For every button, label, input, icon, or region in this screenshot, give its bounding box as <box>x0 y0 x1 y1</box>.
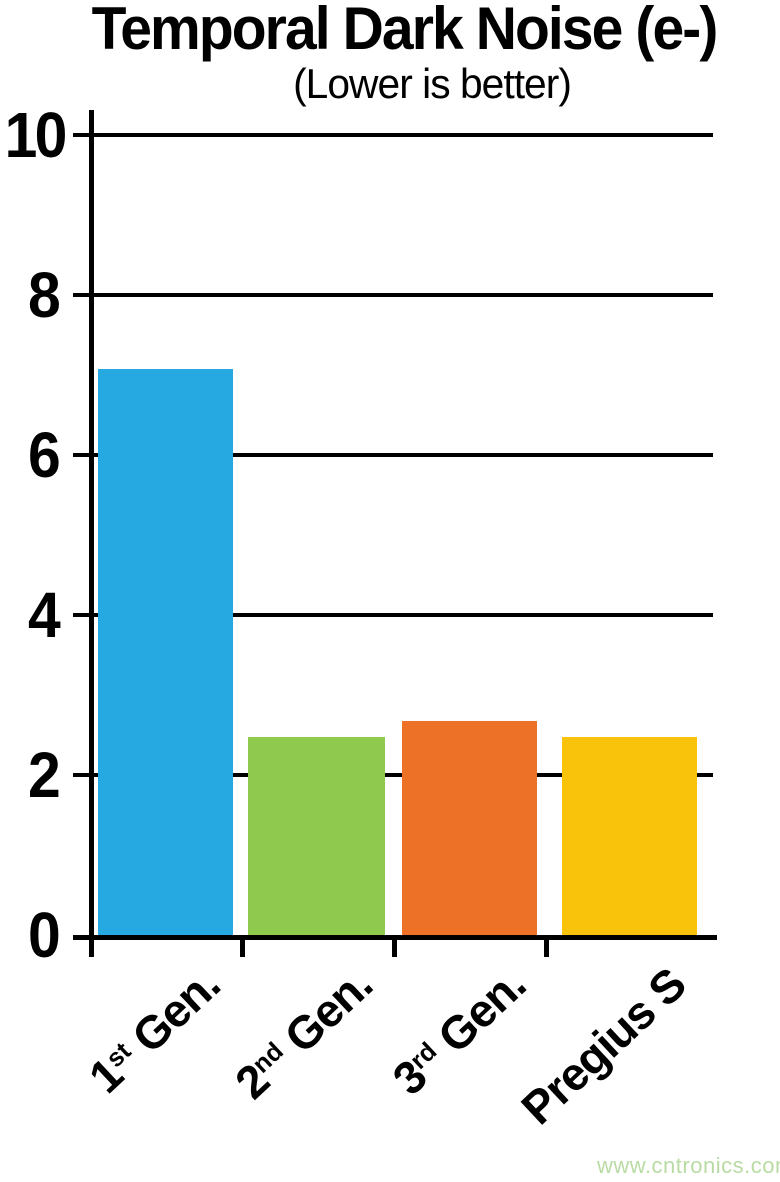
gridline-10 <box>73 133 713 137</box>
y-tick-label-0: 0 <box>28 899 61 971</box>
bar-1st-gen <box>98 369 233 937</box>
x-axis-line <box>73 935 717 940</box>
x-label-1st-gen: 1st Gen. <box>78 957 230 1104</box>
gridline-8 <box>73 293 713 297</box>
chart-title: Temporal Dark Noise (e-) <box>91 0 719 62</box>
x-tick-3 <box>392 938 397 957</box>
x-label-pregius-s: Pregius S <box>510 957 695 1135</box>
y-tick-label-8: 8 <box>28 259 61 331</box>
x-tick-2 <box>240 938 245 957</box>
y-tick-label-10: 10 <box>4 99 68 171</box>
y-tick-label-2: 2 <box>28 739 61 811</box>
gridline-6 <box>73 453 713 457</box>
y-tick-label-6: 6 <box>28 419 61 491</box>
x-tick-4 <box>544 938 549 957</box>
bar-3rd-gen <box>402 721 537 937</box>
bar-pregius-s <box>562 737 697 937</box>
x-label-text: Pregius S <box>511 957 696 1135</box>
bar-2nd-gen <box>248 737 385 937</box>
y-axis-line <box>89 110 94 953</box>
chart-subtitle: (Lower is better) <box>293 60 572 107</box>
x-label-3rd-gen: 3rd Gen. <box>382 957 536 1106</box>
y-tick-label-4: 4 <box>28 579 61 651</box>
gridline-4 <box>73 613 713 617</box>
x-tick-1 <box>89 938 94 957</box>
gridline-2 <box>73 773 713 777</box>
x-label-2nd-gen: 2nd Gen. <box>225 957 383 1109</box>
watermark: www.cntronics.com <box>597 1153 780 1178</box>
